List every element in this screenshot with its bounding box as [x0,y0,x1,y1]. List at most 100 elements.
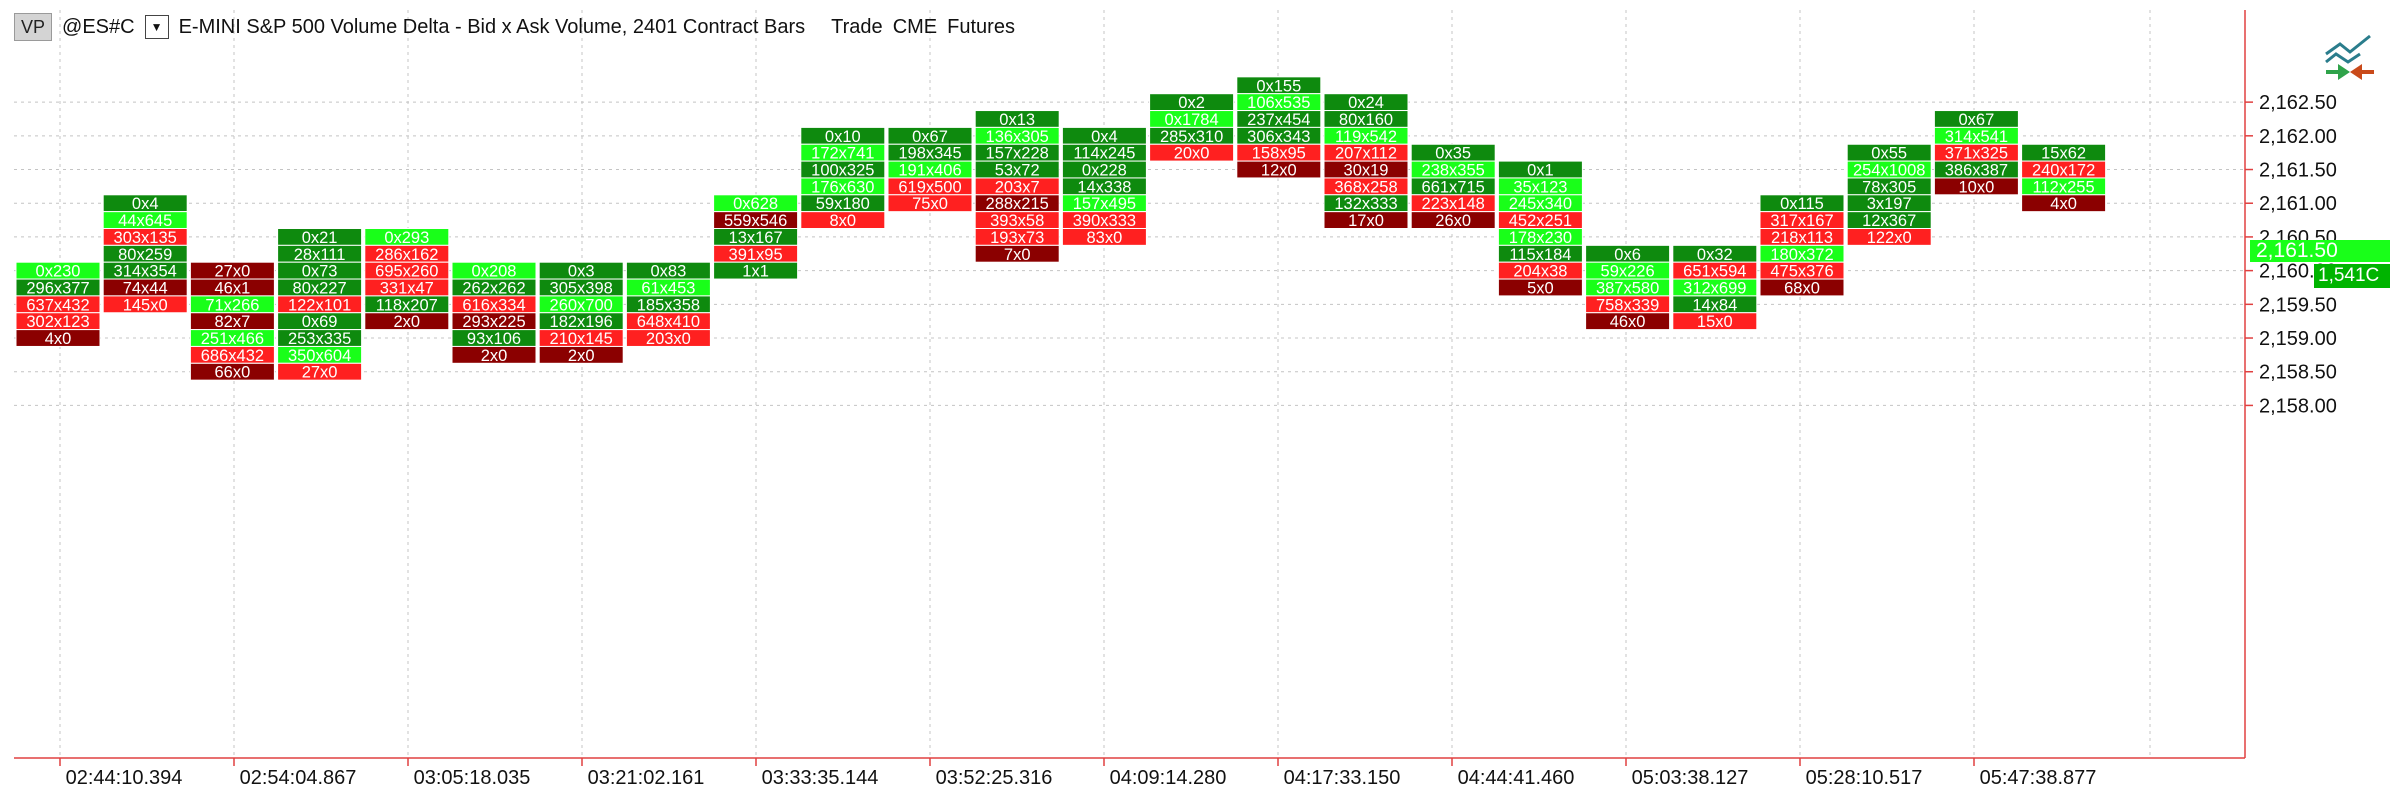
chart-header: VP @ES#C ▼ E-MINI S&P 500 Volume Delta -… [14,12,1015,42]
footprint-cell-label: 27x0 [302,364,338,382]
footprint-cell [1410,211,1496,229]
footprint-cell [277,362,363,381]
footprint-cell-label: 44x645 [118,212,172,230]
footprint-cell-label: 26x0 [1435,212,1471,230]
footprint-cell-label: 0x32 [1697,246,1733,264]
footprint-cell-label: 317x167 [1770,212,1833,230]
footprint-cell-label: 27x0 [215,263,251,281]
footprint-cell-label: 475x376 [1770,263,1833,281]
footprint-cell-label: 157x228 [986,145,1049,163]
footprint-cell-label: 176x630 [811,178,874,196]
footprint-cell-label: 391x95 [729,246,783,264]
footprint-cell-label: 0x67 [912,128,948,146]
footprint-cell-label: 223x148 [1422,195,1485,213]
x-tick-label: 03:33:35.144 [762,767,879,789]
y-tick-label: 2,158.50 [2259,362,2337,384]
footprint-cell [1585,312,1671,331]
footprint-cell-label: 0x67 [1959,111,1995,129]
footprint-cell-label: 0x208 [472,263,517,281]
footprint-cell [1149,143,1235,162]
footprint-cell-label: 260x700 [550,296,613,314]
footprint-cell [189,362,275,381]
footprint-cell-label: 616x334 [462,296,525,314]
footprint-cell-label: 20x0 [1174,145,1210,163]
footprint-cell-label: 314x354 [114,263,177,281]
footprint-cell-label: 203x0 [646,330,691,348]
footprint-cell-label: 5x0 [1527,279,1554,297]
footprint-cell-label: 66x0 [215,364,251,382]
footprint-cell-label: 207x112 [1335,145,1397,163]
footprint-cell-label: 386x387 [1945,162,2008,180]
footprint-cell-label: 93x106 [467,330,521,348]
footprint-cell-label: 0x1 [1527,162,1554,180]
footprint-cell [974,244,1060,263]
footprint-cell-label: 106x535 [1247,94,1310,112]
footprint-cell-label: 115x184 [1509,246,1571,264]
footprint-cell-label: 3x197 [1867,195,1912,213]
footprint-cell [1846,228,1932,246]
footprint-cell-label: 393x58 [990,212,1044,230]
footprint-cell-label: 68x0 [1784,279,1820,297]
footprint-cell-label: 172x741 [811,145,874,163]
chevron-down-icon[interactable]: ▼ [144,15,169,39]
footprint-cell-label: 118x207 [376,296,438,314]
data-type-label: Trade [831,15,883,38]
footprint-cell-label: 0x83 [651,263,687,281]
footprint-cell [1061,228,1147,246]
footprint-cell-label: 12x367 [1862,212,1916,230]
y-tick-label: 2,161.00 [2259,193,2337,215]
symbol-label[interactable]: @ES#C [62,15,135,38]
footprint-cell-label: 35x123 [1513,178,1567,196]
footprint-cell-label: 637x432 [26,296,89,314]
footprint-cell-label: 314x541 [1945,128,2008,146]
footprint-cell-label: 302x123 [26,313,89,331]
footprint-cell [364,312,450,331]
footprint-cell [1759,278,1845,297]
last-volume-label: 1,541C [2314,264,2390,288]
footprint-cell-label: 12x0 [1261,162,1297,180]
footprint-cell-label: 651x594 [1683,263,1746,281]
footprint-cell [102,295,188,314]
x-tick-label: 04:17:33.150 [1284,767,1401,789]
trend-reversal-icon[interactable] [2322,32,2376,82]
footprint-cell-label: 112x255 [2033,178,2095,196]
y-tick-label: 2,159.50 [2259,294,2337,316]
footprint-cell-label: 0x73 [302,263,338,281]
footprint-cell-label: 71x266 [205,296,259,314]
footprint-cell [1933,177,2019,196]
vp-button[interactable]: VP [14,13,53,41]
footprint-cell-label: 15x0 [1697,313,1733,331]
footprint-cell-label: 119x542 [1335,128,1397,146]
footprint-cell-label: 0x1784 [1165,111,1219,129]
footprint-cell-label: 303x135 [114,229,177,247]
footprint-cell-label: 53x72 [995,162,1040,180]
footprint-cell-label: 350x604 [288,347,351,365]
footprint-cell-label: 245x340 [1509,195,1572,213]
footprint-cell-label: 75x0 [912,195,948,213]
footprint-cell-label: 0x230 [36,263,81,281]
footprint-cell-label: 74x44 [123,279,168,297]
footprint-cell [887,194,973,213]
footprint-cell-label: 136x305 [986,128,1049,146]
footprint-cell-label: 204x38 [1513,263,1567,281]
footprint-cell-label: 286x162 [375,246,438,264]
footprint-cell-label: 331x47 [380,279,434,297]
footprint-cell-label: 306x343 [1247,128,1310,146]
footprint-cell-label: 8x0 [829,212,856,230]
footprint-cell-label: 0x13 [999,111,1035,129]
footprint-cell-label: 371x325 [1945,145,2008,163]
asset-class-label: Futures [947,15,1015,38]
footprint-cell-label: 285x310 [1160,128,1223,146]
footprint-cell-label: 661x715 [1422,178,1485,196]
footprint-cell-label: 0x35 [1435,145,1471,163]
footprint-cell-label: 288x215 [986,195,1049,213]
footprint-cell-label: 0x628 [733,195,778,213]
footprint-cell-label: 2x0 [568,347,595,365]
footprint-cell-label: 0x55 [1871,145,1907,163]
footprint-cell-label: 251x466 [201,330,264,348]
footprint-cell-label: 14x84 [1692,296,1737,314]
footprint-cell-label: 218x113 [1771,229,1833,247]
footprint-cell-label: 46x0 [1610,313,1646,331]
footprint-cell-label: 293x225 [462,313,525,331]
